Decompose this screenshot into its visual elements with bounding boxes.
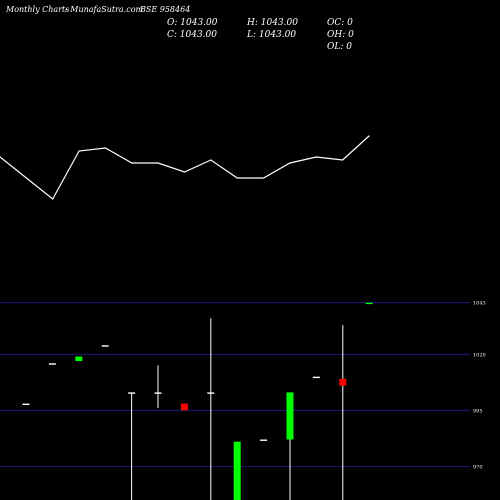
line-point [183, 171, 186, 173]
y-tick-label: 995 [473, 408, 483, 414]
candle-body [207, 392, 215, 394]
symbol-label: BSE 958464 [139, 5, 190, 14]
line-point [157, 162, 159, 164]
brand-label: - MunafaSutra.com [65, 5, 144, 14]
low-value: L: 1043.00 [246, 30, 296, 40]
high-value: H: 1043.00 [246, 18, 298, 28]
price-axis: 1043 1020 995 970 [473, 301, 486, 471]
close-value: C: 1043.00 [167, 30, 217, 40]
candle-body [128, 392, 136, 394]
line-point [131, 162, 133, 164]
y-tick-label: 970 [473, 464, 483, 470]
site-label: Monthly Charts [5, 5, 69, 14]
candle-body [260, 439, 268, 441]
line-point [0, 156, 1, 158]
line-point [342, 159, 344, 161]
oc-value: OC: 0 [327, 18, 353, 28]
price-line [0, 135, 370, 200]
price-line-chart [0, 135, 370, 200]
candle-body [75, 356, 83, 361]
candle-body [22, 403, 30, 405]
line-point [368, 135, 370, 137]
line-point [263, 177, 265, 179]
line-point [315, 156, 317, 158]
candle-body [286, 392, 294, 440]
candle-body [180, 403, 188, 411]
candle-body [48, 363, 56, 365]
candle-body [365, 302, 373, 305]
line-point [104, 147, 106, 149]
line-point [289, 162, 291, 164]
line-point [52, 198, 54, 200]
candle-body [312, 376, 320, 379]
line-point [210, 159, 212, 161]
candle-body [233, 441, 241, 500]
candlestick-chart [22, 302, 373, 500]
line-point [236, 177, 238, 179]
y-tick-label: 1043 [473, 301, 486, 307]
line-point [25, 177, 27, 179]
candle-body [154, 392, 162, 394]
ol-value: OL: 0 [327, 42, 352, 52]
y-tick-label: 1020 [473, 352, 486, 358]
candle-body [101, 345, 109, 347]
open-value: O: 1043.00 [167, 18, 218, 28]
chart-header: Monthly Charts - MunafaSutra.com BSE 958… [5, 5, 354, 52]
oh-value: OH: 0 [327, 30, 354, 40]
candle-body [339, 378, 347, 386]
line-point [78, 150, 80, 152]
